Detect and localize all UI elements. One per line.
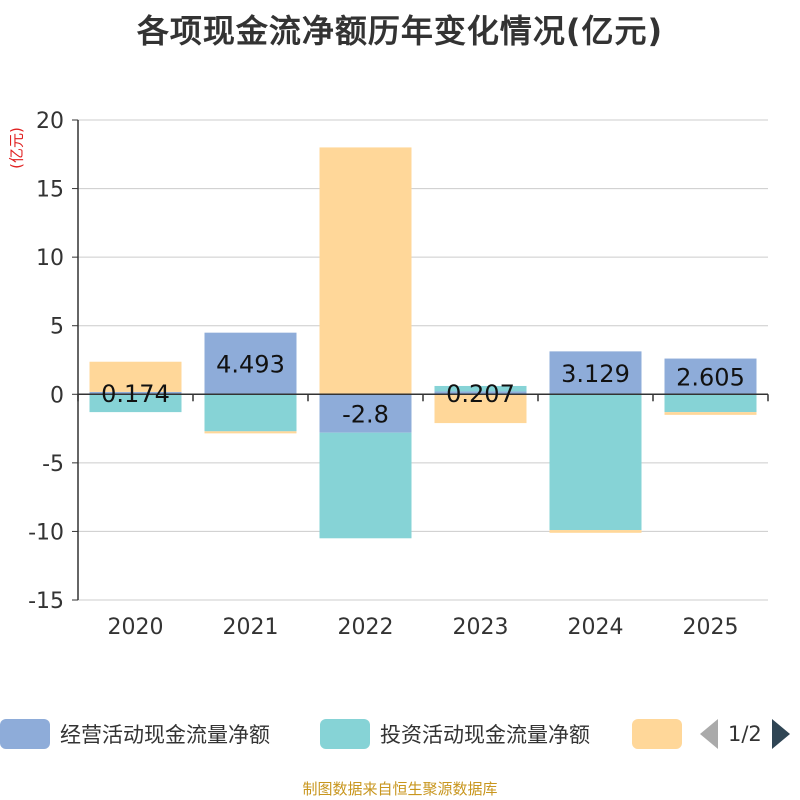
legend-swatch-operating — [0, 719, 50, 749]
y-tick-label: -5 — [42, 452, 64, 477]
bar-chart-plot: 20 15 10 5 0 -5 -10 -15 2020 2021 2022 2023 2024 2025… — [28, 109, 769, 640]
y-tick-label: 15 — [36, 178, 64, 203]
bar-2025-series-0 — [664, 358, 757, 395]
data-label-2024: 3.129 — [561, 360, 630, 388]
x-tick-label-2024: 2024 — [568, 615, 624, 640]
bar-2024-series-1 — [549, 394, 642, 531]
x-tick-label-2025: 2025 — [683, 615, 739, 640]
bar-2021-series-1 — [204, 394, 297, 432]
legend-item-investing[interactable]: 投资活动现金流量净额 — [320, 716, 590, 752]
y-tick-label: 5 — [50, 315, 64, 340]
bar-2020-series-1 — [89, 394, 182, 413]
bar-2023-series-2 — [434, 394, 527, 424]
bar-2024-series-2 — [549, 530, 642, 533]
y-tick-label: -10 — [28, 520, 64, 545]
bar-2021-series-2 — [204, 431, 297, 434]
legend-item-operating[interactable]: 经营活动现金流量净额 — [0, 716, 270, 752]
data-label-2023: 0.207 — [446, 380, 515, 408]
bar-2021-series-0 — [204, 332, 297, 395]
y-tick-label: 10 — [36, 246, 64, 271]
bar-2023-series-1 — [434, 385, 527, 392]
bar-2023-series-0 — [434, 391, 527, 395]
x-tick-label-2021: 2021 — [223, 615, 279, 640]
legend-pager: 1/2 — [700, 716, 790, 752]
bar-2025-series-2 — [664, 412, 757, 415]
data-source-note: 制图数据来自恒生聚源数据库 — [302, 780, 498, 798]
x-tick-label-2023: 2023 — [453, 615, 509, 640]
bar-2024-series-0 — [549, 351, 642, 395]
legend-prev-page-icon[interactable] — [700, 719, 718, 749]
y-tick-label: 0 — [50, 383, 64, 408]
y-tick-label: 20 — [36, 109, 64, 134]
legend-label-operating: 经营活动现金流量净额 — [60, 723, 270, 747]
chart-title: 各项现金流净额历年变化情况(亿元) — [136, 12, 664, 50]
legend-label-investing: 投资活动现金流量净额 — [380, 723, 590, 747]
data-label-2022: -2.8 — [342, 400, 389, 428]
bar-2022-series-1 — [319, 432, 412, 539]
data-label-2020: 0.174 — [101, 380, 170, 408]
legend-item-financing[interactable] — [632, 716, 692, 752]
legend-swatch-financing — [632, 719, 682, 749]
legend: 经营活动现金流量净额 投资活动现金流量净额 1/2 — [0, 716, 800, 756]
y-tick-label: -15 — [28, 589, 64, 614]
x-tick-label-2022: 2022 — [338, 615, 394, 640]
legend-page-indicator: 1/2 — [728, 722, 762, 746]
bar-2025-series-1 — [664, 394, 757, 413]
bar-2022-series-2 — [319, 147, 412, 395]
data-label-2021: 4.493 — [216, 350, 285, 378]
x-tick-label-2020: 2020 — [108, 615, 164, 640]
data-label-2025: 2.605 — [676, 363, 745, 391]
bar-2022-series-0 — [319, 394, 412, 433]
legend-swatch-investing — [320, 719, 370, 749]
bar-2020-series-2 — [89, 361, 182, 392]
legend-next-page-icon[interactable] — [771, 719, 790, 749]
bar-2020-series-0 — [89, 391, 182, 395]
